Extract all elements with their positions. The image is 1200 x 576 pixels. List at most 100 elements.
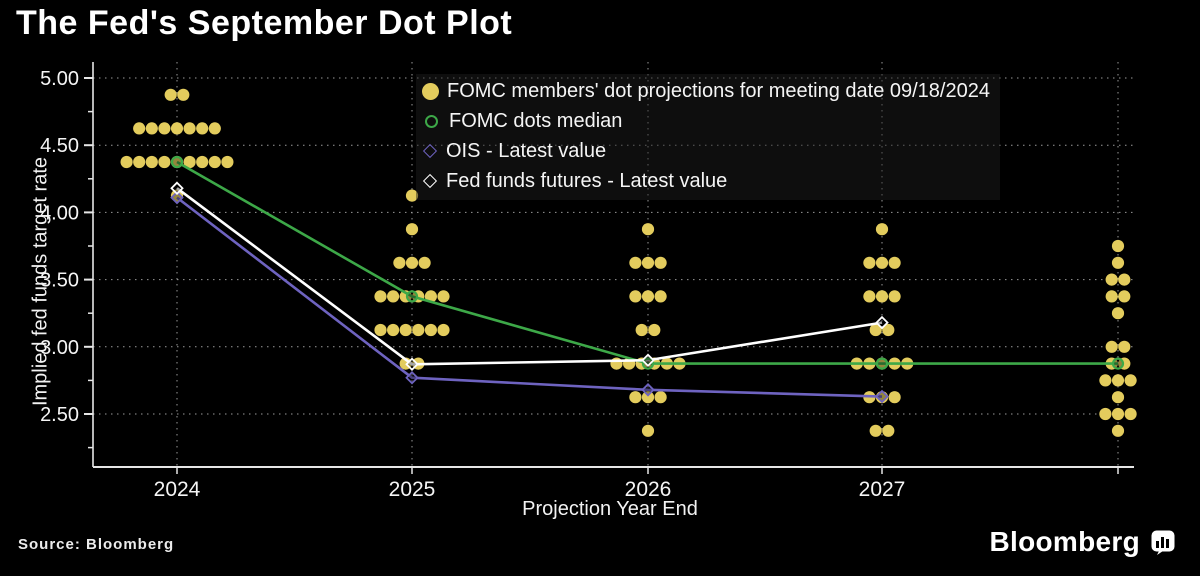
fomc-dot: [196, 122, 209, 135]
fomc-dot: [405, 256, 419, 269]
fomc-dot: [1124, 407, 1137, 421]
fomc-dot: [863, 256, 876, 269]
fomc-dot: [875, 256, 889, 269]
fomc-dot: [1118, 290, 1131, 303]
ois-marker: [170, 190, 184, 205]
fomc-dot: [641, 391, 655, 404]
chart-legend: FOMC members' dot projections for meetin…: [416, 74, 1000, 200]
median-marker: [1111, 357, 1125, 370]
fomc-dot: [164, 88, 177, 101]
x-tick-label: 2026: [625, 478, 672, 501]
fomc-dot: [641, 223, 655, 236]
fomc-dot: [654, 391, 667, 404]
x-axis-title: Projection Year End: [522, 498, 698, 520]
fomc-dot: [635, 323, 648, 337]
fomc-dot: [183, 155, 196, 169]
futures-marker: [170, 181, 184, 195]
fomc-dot: [158, 122, 171, 135]
fomc-dot: [405, 223, 419, 236]
futures-line: [176, 187, 883, 366]
fomc-dot: [412, 323, 425, 337]
futures-marker: [405, 357, 419, 372]
chart-title: The Fed's September Dot Plot: [16, 4, 513, 42]
fomc-dot: [1111, 424, 1125, 437]
futures-marker: [641, 353, 655, 368]
fomc-dot: [610, 357, 623, 370]
fomc-dot: [888, 290, 901, 303]
bloomberg-branding: Bloomberg: [990, 526, 1176, 558]
ois-marker: [875, 389, 889, 404]
median-marker: [405, 290, 419, 303]
fomc-dot: [183, 122, 196, 135]
x-tick-label: 2025: [389, 478, 436, 501]
legend-label: FOMC members' dot projections for meetin…: [447, 79, 990, 102]
legend-label: Fed funds futures - Latest value: [446, 169, 728, 192]
fomc-dot: [1111, 256, 1125, 269]
fomc-dot: [875, 290, 889, 303]
fomc-dot: [170, 122, 184, 135]
y-tick-label: 4.00: [40, 202, 79, 224]
fomc-dot: [869, 424, 882, 437]
open-circle-icon: [425, 114, 438, 128]
fomc-dot: [145, 122, 158, 135]
fomc-dot: [1118, 340, 1131, 353]
y-tick-label: 3.00: [40, 337, 79, 359]
fomc-dot: [1124, 374, 1137, 387]
fomc-dot: [158, 155, 171, 169]
fomc-dot: [133, 122, 146, 135]
fomc-dot: [869, 323, 882, 337]
fomc-dot: [399, 323, 412, 337]
legend-item: OIS - Latest value: [422, 138, 990, 164]
median-marker: [875, 357, 889, 370]
fomc-dot: [1118, 273, 1131, 286]
fomc-dot: [208, 122, 221, 135]
x-tick-label: 2024: [154, 478, 201, 501]
fomc-dot: [133, 155, 146, 169]
fomc-dot: [418, 256, 431, 269]
fomc-dot: [437, 290, 450, 303]
fomc-dot: [1105, 340, 1118, 353]
fomc-dot: [1111, 374, 1125, 387]
bloomberg-wordmark: Bloomberg: [989, 526, 1140, 557]
x-tick-label: 2027: [859, 478, 906, 501]
fomc-dot: [641, 256, 655, 269]
fomc-dot: [1105, 273, 1118, 286]
fomc-dot: [208, 155, 221, 169]
fomc-dot: [393, 256, 406, 269]
ois-marker: [405, 370, 419, 385]
fomc-dot: [654, 256, 667, 269]
fomc-dot: [1105, 290, 1118, 303]
y-tick-label: 5.00: [40, 68, 79, 90]
fomc-dot: [1111, 407, 1125, 421]
fomc-dot: [424, 323, 437, 337]
fomc-dot: [120, 155, 133, 169]
fomc-dot: [863, 290, 876, 303]
median-line: [176, 160, 1118, 365]
fomc-dot: [888, 391, 901, 404]
fomc-dot: [629, 256, 642, 269]
fomc-dot: [196, 155, 209, 169]
fomc-dot: [648, 323, 661, 337]
fomc-dot: [875, 223, 889, 236]
fomc-dot: [629, 290, 642, 303]
ois-marker: [641, 383, 655, 397]
legend-item: FOMC dots median: [422, 108, 990, 134]
open-diamond-icon: [422, 173, 438, 189]
fomc-dot: [1111, 391, 1125, 404]
source-note: Source: Bloomberg: [18, 536, 175, 553]
fomc-dot: [374, 290, 387, 303]
fomc-dot: [374, 323, 387, 337]
fomc-dot: [1111, 307, 1125, 320]
legend-item: Fed funds futures - Latest value: [422, 168, 990, 194]
legend-label: OIS - Latest value: [446, 139, 607, 162]
fomc-dot: [882, 323, 895, 337]
legend-item: FOMC members' dot projections for meetin…: [422, 78, 990, 104]
fomc-dot: [641, 290, 655, 303]
filled-circle-icon: [422, 82, 439, 100]
median-marker: [170, 155, 184, 169]
fomc-dot: [177, 88, 190, 101]
fomc-dot: [145, 155, 158, 169]
fomc-dot: [1111, 239, 1125, 253]
ois-line: [176, 196, 883, 398]
